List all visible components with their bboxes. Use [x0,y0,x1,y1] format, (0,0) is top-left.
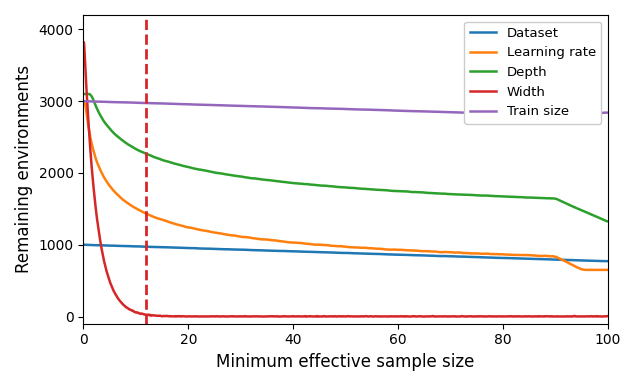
Depth [604,219,612,223]
Line: Width: Width [84,43,608,317]
Dataset [321,250,329,255]
Train size [107,100,114,104]
Width [604,314,612,318]
Learning rate [80,100,88,104]
Dataset [602,259,609,264]
Width [335,314,342,318]
Train size [604,110,612,115]
Learning rate [335,244,342,249]
Train size [80,99,88,103]
Train size [559,113,567,118]
Width [321,314,329,318]
Dataset [80,242,88,247]
Depth [589,213,597,217]
Width [493,314,501,319]
Train size [493,111,501,116]
X-axis label: Minimum effective sample size: Minimum effective sample size [216,353,475,371]
Dataset [588,258,596,263]
Width [562,314,570,319]
Line: Learning rate: Learning rate [84,102,608,270]
Line: Depth: Depth [84,94,608,221]
Dataset [604,259,612,264]
Depth [321,183,329,188]
Width [589,314,597,319]
Dataset [107,243,114,248]
Y-axis label: Remaining environments: Remaining environments [15,65,33,273]
Line: Train size: Train size [84,101,608,116]
Learning rate [321,243,329,247]
Depth [335,185,342,190]
Legend: Dataset, Learning rate, Depth, Width, Train size: Dataset, Learning rate, Depth, Width, Tr… [464,22,601,124]
Learning rate [107,185,114,190]
Train size [589,111,597,116]
Learning rate [589,267,597,272]
Depth [588,213,596,217]
Train size [321,106,329,111]
Dataset [335,251,342,255]
Learning rate [583,267,590,272]
Depth [493,194,501,198]
Width [589,314,597,319]
Train size [335,107,342,111]
Depth [80,91,88,96]
Dataset [493,256,501,260]
Line: Dataset: Dataset [84,245,608,261]
Width [80,41,88,45]
Width [107,281,114,286]
Dataset [589,259,597,263]
Learning rate [493,252,501,256]
Depth [107,127,114,132]
Learning rate [589,267,597,272]
Learning rate [604,267,612,272]
Train size [589,111,597,116]
